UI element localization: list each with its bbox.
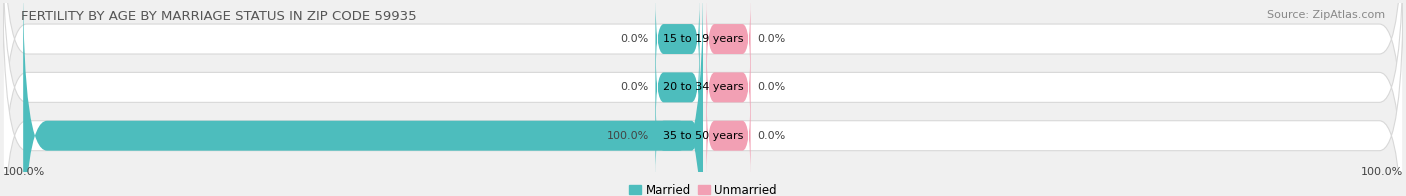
FancyBboxPatch shape xyxy=(706,93,751,179)
FancyBboxPatch shape xyxy=(22,0,703,196)
Text: 100.0%: 100.0% xyxy=(606,131,648,141)
Text: 100.0%: 100.0% xyxy=(1361,167,1403,177)
Text: 100.0%: 100.0% xyxy=(3,167,45,177)
FancyBboxPatch shape xyxy=(3,0,1403,196)
Text: 35 to 50 years: 35 to 50 years xyxy=(662,131,744,141)
Text: 0.0%: 0.0% xyxy=(758,131,786,141)
Text: 20 to 34 years: 20 to 34 years xyxy=(662,82,744,92)
Legend: Married, Unmarried: Married, Unmarried xyxy=(628,183,778,196)
FancyBboxPatch shape xyxy=(655,0,700,82)
FancyBboxPatch shape xyxy=(706,44,751,130)
FancyBboxPatch shape xyxy=(655,93,700,179)
Text: 0.0%: 0.0% xyxy=(620,82,648,92)
FancyBboxPatch shape xyxy=(3,0,1403,196)
Text: 0.0%: 0.0% xyxy=(620,34,648,44)
FancyBboxPatch shape xyxy=(3,0,1403,193)
FancyBboxPatch shape xyxy=(706,0,751,82)
FancyBboxPatch shape xyxy=(655,44,700,130)
Text: Source: ZipAtlas.com: Source: ZipAtlas.com xyxy=(1267,10,1385,20)
Text: 0.0%: 0.0% xyxy=(758,34,786,44)
Text: FERTILITY BY AGE BY MARRIAGE STATUS IN ZIP CODE 59935: FERTILITY BY AGE BY MARRIAGE STATUS IN Z… xyxy=(21,10,416,23)
Text: 0.0%: 0.0% xyxy=(758,82,786,92)
Text: 15 to 19 years: 15 to 19 years xyxy=(662,34,744,44)
